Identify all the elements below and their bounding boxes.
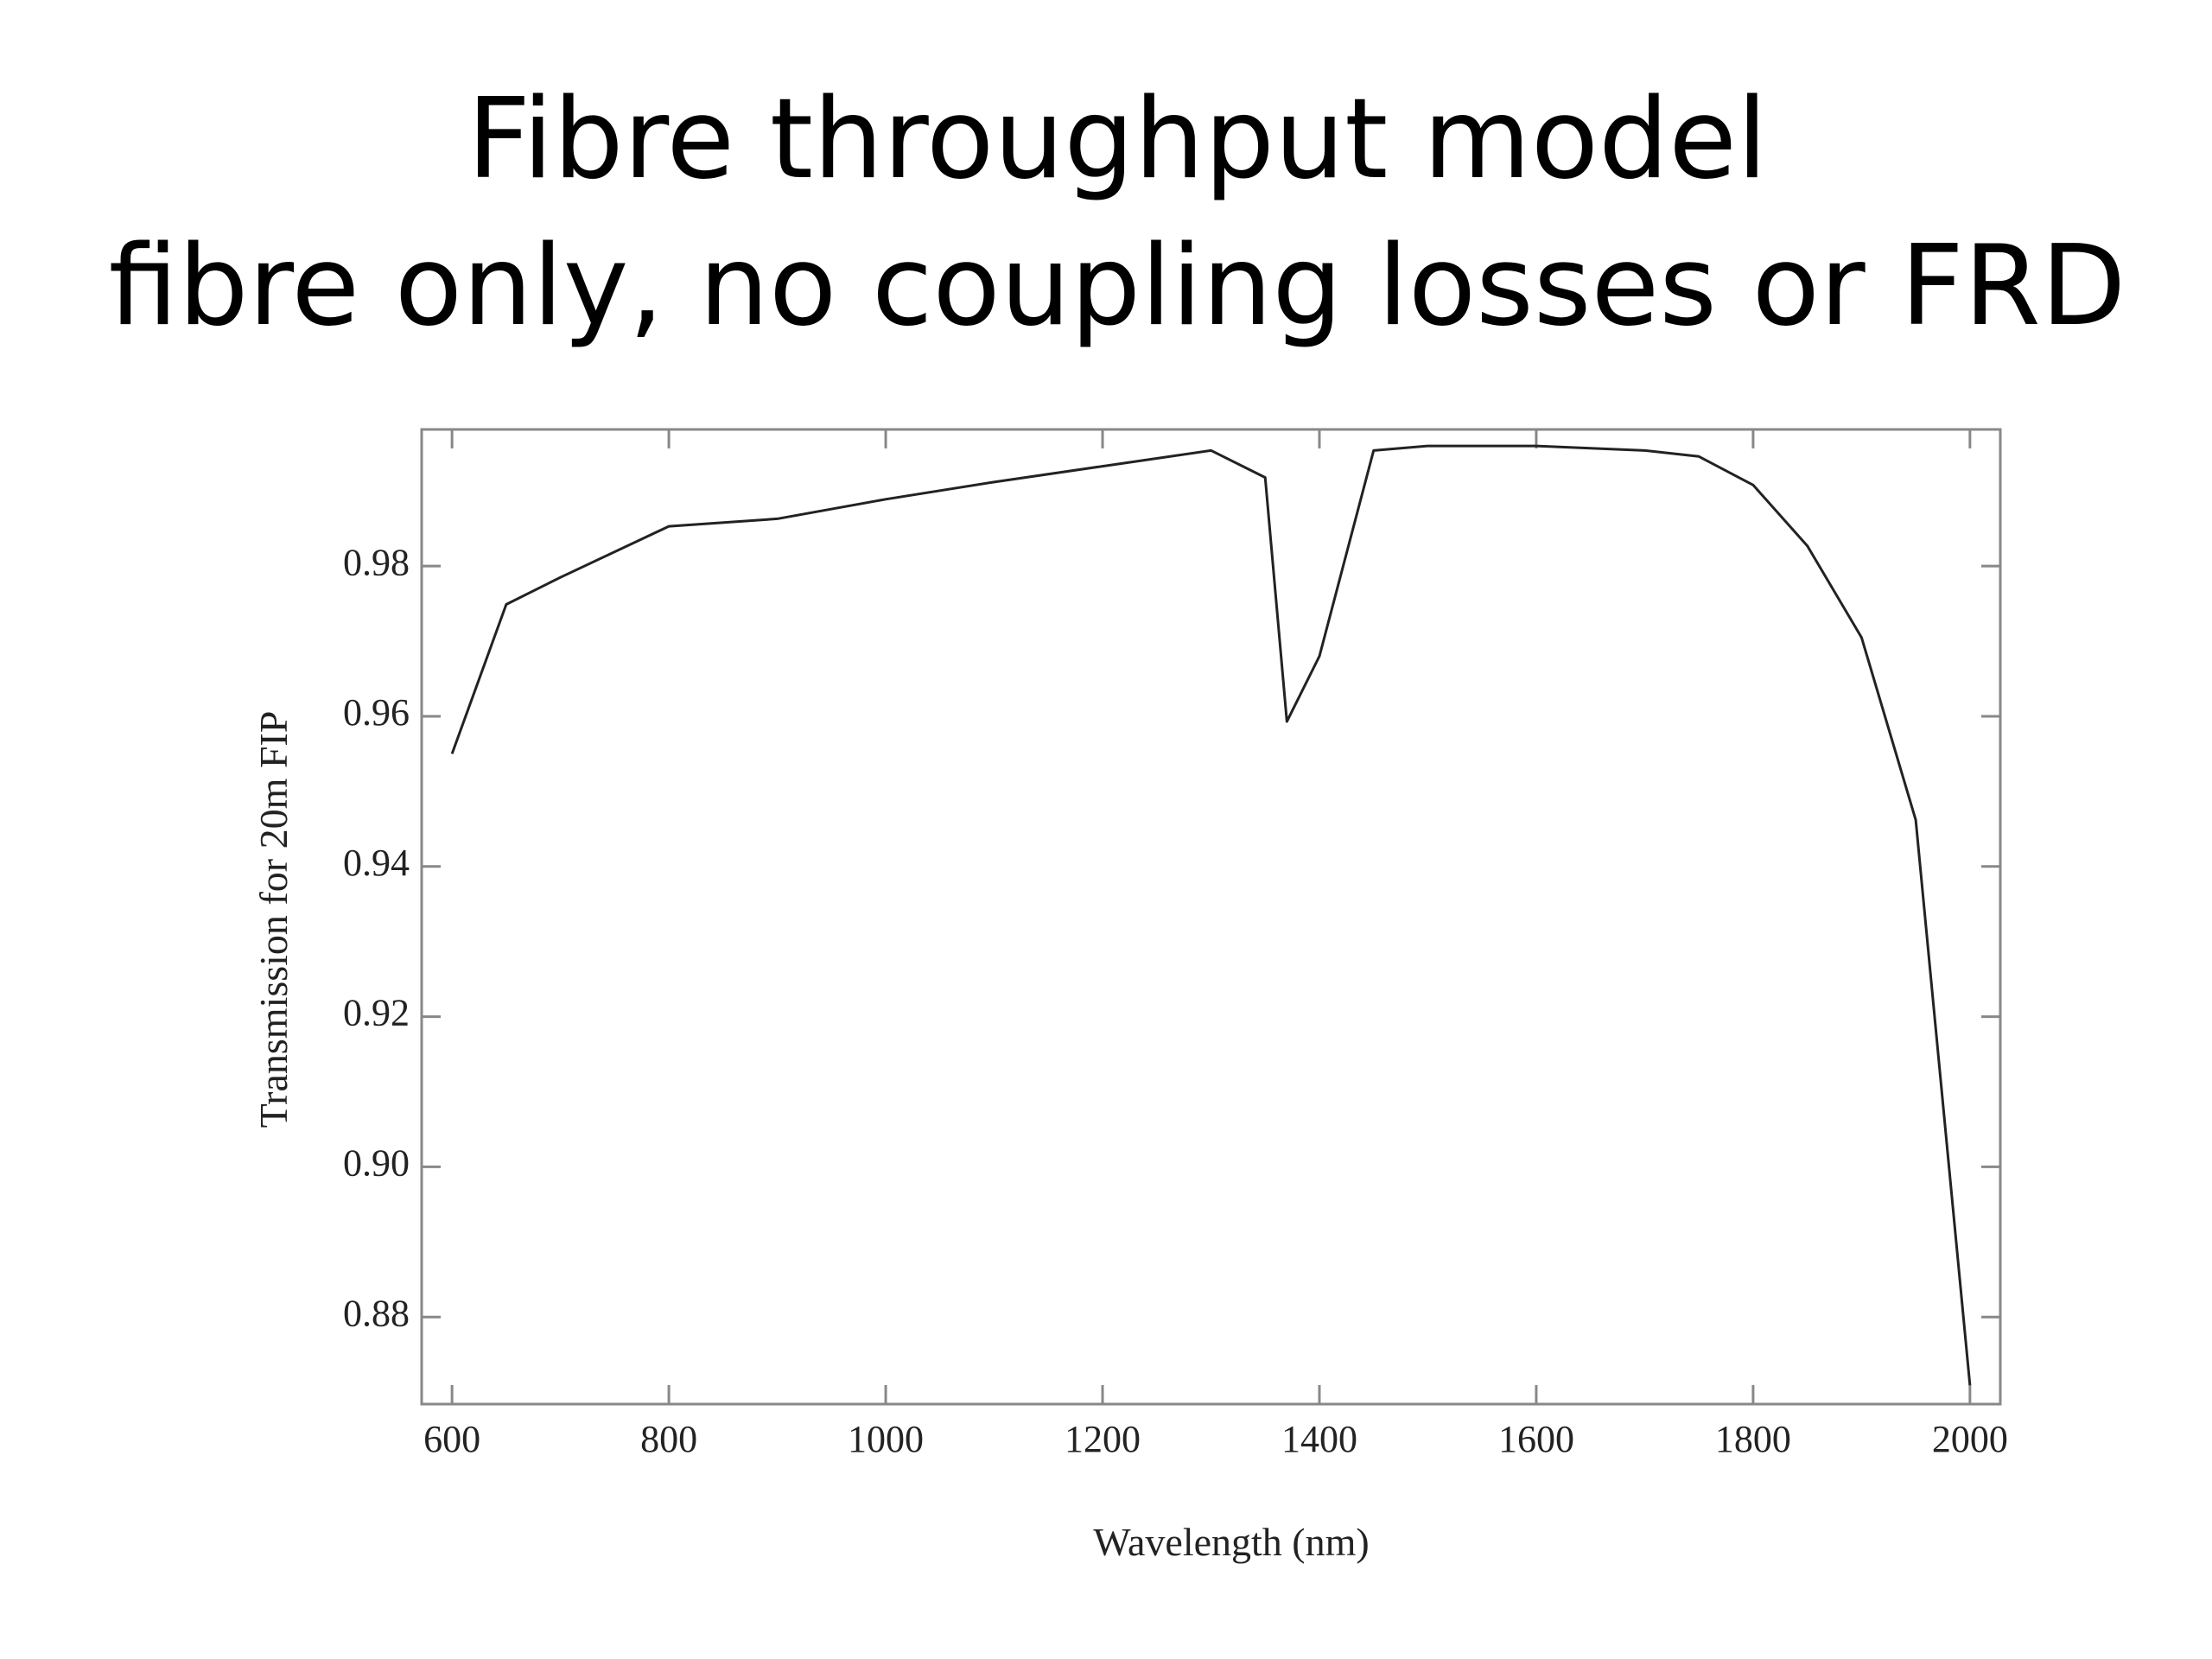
x-axis-label: Wavelength (nm): [1093, 1520, 1369, 1564]
x-tick-label: 600: [423, 1418, 480, 1460]
chart-subtitle: fibre only, no coupling losses or FRD: [109, 222, 2126, 351]
x-tick-label: 1200: [1065, 1418, 1141, 1460]
x-tick-label: 1400: [1281, 1418, 1357, 1460]
y-tick-label: 0.98: [343, 541, 410, 583]
x-tick-label: 1000: [848, 1418, 924, 1460]
x-tick-label: 800: [640, 1418, 697, 1460]
chart-title: Fibre throughput model: [467, 75, 1767, 204]
y-tick-label: 0.96: [343, 691, 410, 734]
x-tick-label: 1800: [1715, 1418, 1791, 1460]
y-tick-label: 0.94: [343, 842, 410, 884]
y-tick-label: 0.92: [343, 992, 410, 1034]
x-tick-label: 2000: [1932, 1418, 2008, 1460]
y-axis-label: Transmission for 20m FIP: [251, 711, 296, 1128]
plot-frame: [420, 428, 2002, 1406]
y-tick-label: 0.88: [343, 1292, 410, 1334]
y-tick-label: 0.90: [343, 1141, 410, 1184]
x-tick-label: 1600: [1498, 1418, 1574, 1460]
data-line: [450, 444, 1972, 1386]
